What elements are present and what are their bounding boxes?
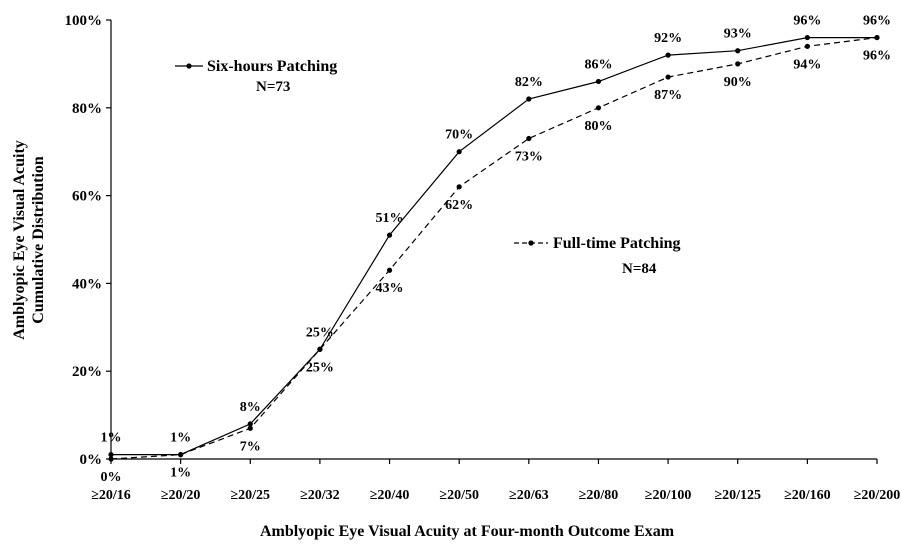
y-tick-label: 100% xyxy=(65,13,103,29)
full-time-point xyxy=(178,452,184,458)
six-hours-point xyxy=(595,78,602,85)
six-hours-data-label: 1% xyxy=(101,431,122,446)
full-time-point xyxy=(804,43,810,49)
six-hours-point xyxy=(247,421,253,427)
six-hours-point xyxy=(456,149,462,155)
y-tick-label: 40% xyxy=(72,276,102,292)
six-hours-data-label: 92% xyxy=(654,31,682,46)
legend-six-hours: Six-hours Patching N=73 xyxy=(175,58,337,95)
x-ticks: ≥20/16 ≥20/20 ≥20/25 ≥20/32 ≥20/40 ≥20/50 ≥20/… xyxy=(91,459,900,503)
data-labels: 1% 1% 8% 25% 51% 70% 82% 86% 92% 93% 96% 96% 0% 1% 7% 2… xyxy=(101,14,892,485)
legend-full-time: Full-time Patching N=84 xyxy=(514,235,681,277)
full-time-point xyxy=(595,105,602,111)
six-hours-data-label: 82% xyxy=(515,75,543,90)
y-axis-title-line1: Amblyopic Eye Visual Acuity xyxy=(11,140,28,340)
six-hours-data-label: 93% xyxy=(724,27,752,42)
y-tick-label: 0% xyxy=(80,452,103,468)
full-time-data-label: 80% xyxy=(584,119,612,134)
full-time-data-label: 25% xyxy=(306,360,334,375)
six-hours-data-label: 25% xyxy=(306,325,334,340)
legend-six-hours-label: Six-hours Patching xyxy=(207,58,337,75)
x-tick-label: ≥20/20 xyxy=(161,488,201,503)
six-hours-point xyxy=(665,52,671,58)
axes xyxy=(110,20,877,460)
six-hours-data-label: 70% xyxy=(445,128,473,143)
six-hours-data-label: 51% xyxy=(376,211,404,226)
full-time-data-label: 87% xyxy=(654,88,682,103)
six-hours-data-label: 86% xyxy=(584,57,612,72)
x-tick-label: ≥20/16 xyxy=(91,488,131,503)
x-tick-label: ≥20/40 xyxy=(370,488,410,503)
full-time-data-label: 94% xyxy=(793,57,821,72)
x-tick-label: ≥20/50 xyxy=(439,488,479,503)
legend-six-hours-n: N=73 xyxy=(256,79,290,95)
full-time-line xyxy=(110,37,878,460)
full-time-data-label: 73% xyxy=(515,150,543,165)
legend-six-hours-marker xyxy=(186,63,192,69)
full-time-data-label: 0% xyxy=(101,470,122,485)
full-time-point xyxy=(317,346,323,352)
x-axis-title: Amblyopic Eye Visual Acuity at Four-mont… xyxy=(260,523,675,540)
x-tick-label: ≥20/25 xyxy=(230,488,270,503)
series-points xyxy=(108,34,880,462)
six-hours-data-label: 8% xyxy=(240,400,261,415)
legend-full-time-label: Full-time Patching xyxy=(553,235,681,252)
series-lines xyxy=(110,36,878,460)
x-tick-label: ≥20/160 xyxy=(784,488,831,503)
x-tick-label: ≥20/125 xyxy=(714,488,761,503)
six-hours-data-label: 1% xyxy=(170,431,191,446)
full-time-data-label: 7% xyxy=(240,439,261,454)
x-tick-label: ≥20/200 xyxy=(854,488,901,503)
full-time-point xyxy=(735,61,741,67)
x-tick-label: ≥20/32 xyxy=(300,488,340,503)
y-axis-title: Amblyopic Eye Visual Acuity Cumulative D… xyxy=(11,140,47,340)
full-time-point xyxy=(874,34,880,41)
six-hours-point xyxy=(526,96,532,102)
full-time-data-label: 1% xyxy=(170,466,191,481)
six-hours-line xyxy=(111,36,877,456)
full-time-point xyxy=(386,267,393,273)
full-time-data-label: 62% xyxy=(445,198,473,213)
x-tick-label: ≥20/100 xyxy=(645,488,692,503)
six-hours-data-label: 96% xyxy=(863,14,891,29)
six-hours-point xyxy=(735,48,741,54)
full-time-data-label: 96% xyxy=(863,49,891,64)
y-ticks: 0% 20% 40% 60% 80% 100% xyxy=(65,13,111,468)
full-time-point xyxy=(456,184,462,190)
y-tick-label: 60% xyxy=(72,189,102,205)
six-hours-point xyxy=(108,452,114,458)
six-hours-point xyxy=(804,34,810,41)
full-time-point xyxy=(526,135,532,142)
legend-full-time-marker xyxy=(528,240,534,246)
full-time-data-label: 43% xyxy=(376,281,404,296)
full-time-point xyxy=(108,456,114,462)
full-time-point xyxy=(247,425,253,431)
y-axis-title-line2: Cumulative Distribution xyxy=(30,156,47,324)
x-tick-label: ≥20/80 xyxy=(579,488,619,503)
y-tick-label: 80% xyxy=(72,101,102,117)
full-time-data-label: 90% xyxy=(724,75,752,90)
full-time-point xyxy=(665,74,671,80)
legend-full-time-n: N=84 xyxy=(622,261,657,277)
six-hours-point xyxy=(386,232,393,238)
six-hours-data-label: 96% xyxy=(793,14,821,29)
x-tick-label: ≥20/63 xyxy=(509,488,549,503)
y-tick-label: 20% xyxy=(72,364,102,380)
